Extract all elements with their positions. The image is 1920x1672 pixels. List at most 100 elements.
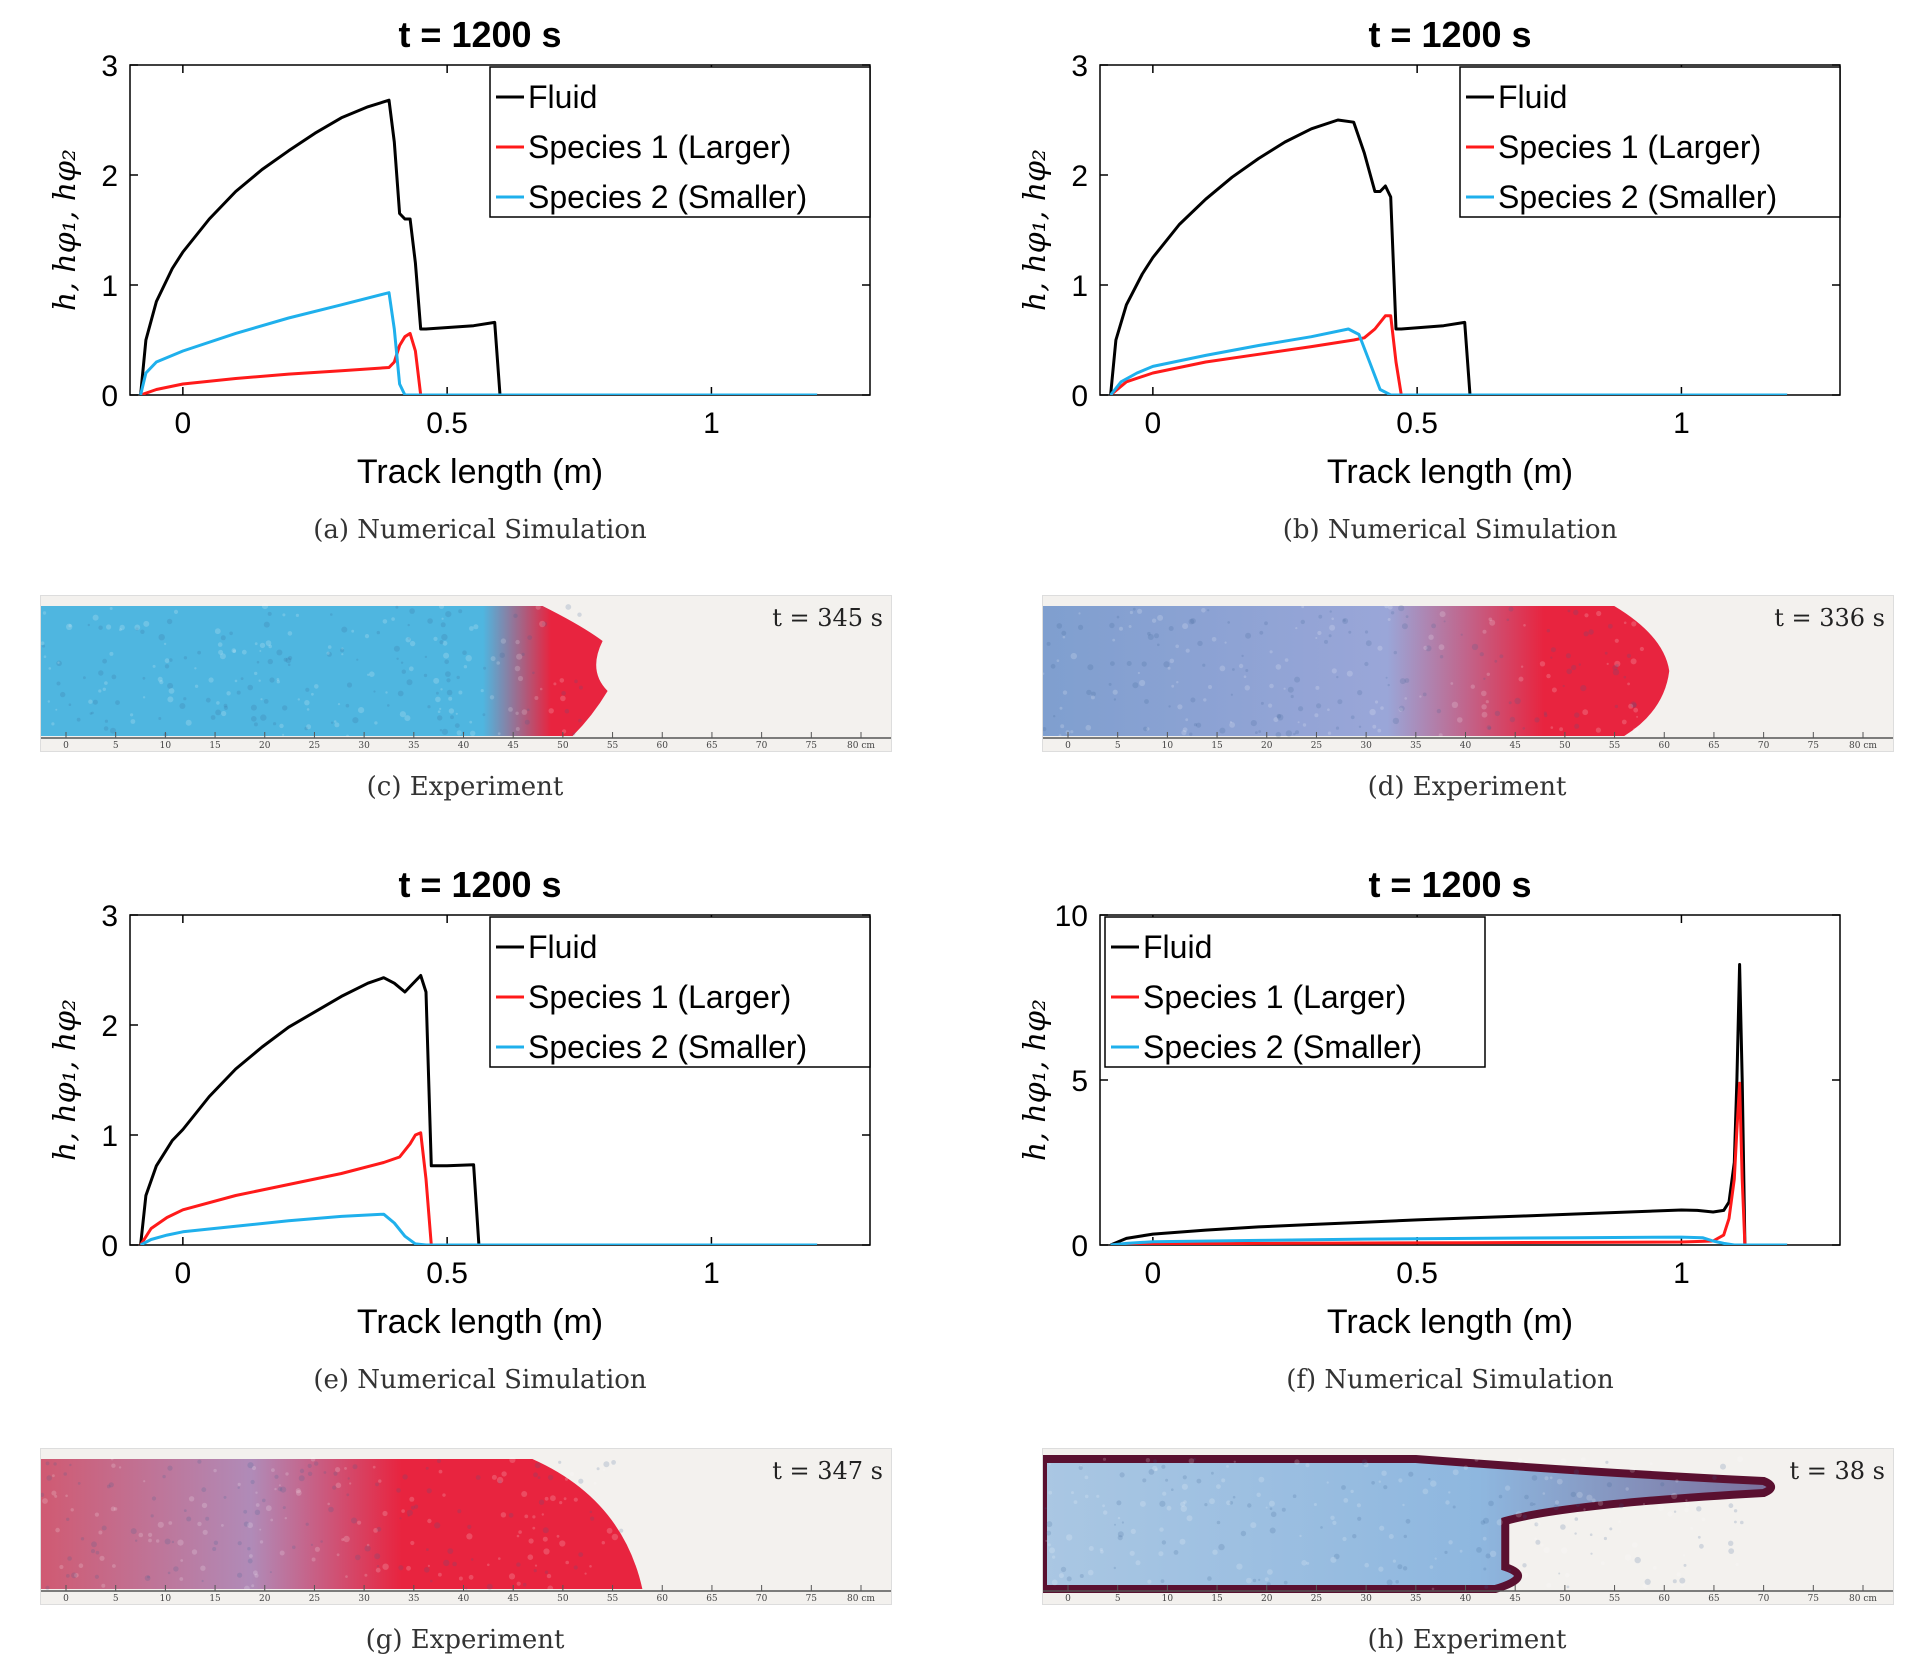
grain-current (1043, 606, 1670, 736)
grain-speckle (1733, 1509, 1738, 1513)
grain-speckle (1549, 1476, 1553, 1480)
grain-speckle (1058, 734, 1062, 738)
y-tick-label: 3 (1071, 50, 1088, 83)
grain-speckle (311, 692, 314, 696)
grain-speckle (456, 675, 460, 680)
legend-label: Fluid (1143, 929, 1212, 965)
grain-speckle (1609, 1527, 1613, 1531)
grain-speckle (1657, 1504, 1664, 1511)
grain-speckle (1327, 708, 1330, 711)
grain-speckle (103, 726, 109, 731)
grain-speckle (102, 658, 107, 664)
grain-speckle (448, 696, 453, 701)
grain-speckle (425, 1466, 429, 1470)
grain-speckle (54, 1494, 58, 1498)
ruler-label: 35 (1410, 741, 1422, 751)
grain-speckle (1605, 1460, 1609, 1464)
ruler-label: 75 (806, 741, 818, 751)
grain-speckle (1403, 1534, 1407, 1539)
grain-speckle (1268, 703, 1273, 708)
ruler-label: 30 (1360, 741, 1372, 751)
grain-speckle (158, 634, 165, 641)
grain-speckle (1423, 645, 1428, 650)
grain-speckle (1372, 724, 1377, 729)
grain-speckle (205, 697, 211, 703)
grain-speckle (1114, 1523, 1116, 1526)
grain-speckle (259, 642, 266, 649)
grain-speckle (376, 1565, 380, 1568)
grain-speckle (1522, 1563, 1527, 1568)
grain-speckle (1088, 1546, 1094, 1551)
ruler-label: 55 (1609, 1594, 1621, 1604)
grain-speckle (436, 691, 439, 695)
caption-c: (c) Experiment (366, 772, 564, 802)
grain-speckle (1268, 1500, 1275, 1507)
grain-speckle (553, 682, 557, 686)
grain-speckle (559, 1501, 563, 1505)
grain-speckle (134, 624, 141, 631)
grain-speckle (395, 605, 399, 609)
grain-speckle (535, 604, 541, 610)
grain-speckle (1485, 700, 1489, 704)
grain-speckle (251, 716, 257, 722)
grain-speckle (167, 682, 174, 689)
grain-speckle (1636, 715, 1639, 718)
grain-speckle (1489, 619, 1496, 626)
grain-speckle (344, 1467, 347, 1470)
grain-speckle (1560, 1458, 1567, 1465)
grain-speckle (444, 659, 450, 665)
grain-speckle (52, 1474, 55, 1478)
grain-speckle (1343, 1498, 1349, 1503)
grain-speckle (119, 628, 122, 632)
grain-speckle (333, 720, 337, 723)
grain-speckle (1128, 625, 1132, 628)
grain-speckle (1266, 1582, 1271, 1587)
grain-speckle (1576, 1491, 1583, 1498)
grain-speckle (1404, 678, 1410, 683)
ruler-label: 5 (113, 741, 119, 751)
grain-speckle (102, 687, 106, 691)
grain-speckle (1488, 1500, 1494, 1507)
grain-speckle (314, 1546, 320, 1552)
grain-speckle (1046, 641, 1051, 646)
ruler-label: 40 (458, 1594, 470, 1604)
grain-speckle (1202, 663, 1206, 667)
grain-speckle (1450, 682, 1454, 685)
grain-speckle (537, 1476, 541, 1479)
grain-speckle (351, 1517, 357, 1524)
grain-speckle (572, 732, 576, 736)
grain-speckle (1489, 1550, 1497, 1557)
grain-speckle (1051, 1579, 1058, 1586)
grain-speckle (1175, 644, 1179, 649)
grain-speckle (1112, 689, 1118, 695)
grain-speckle (1232, 668, 1235, 671)
grain-speckle (1275, 664, 1282, 670)
grain-speckle (560, 695, 566, 702)
grain-speckle (101, 1583, 106, 1588)
grain-speckle (1255, 731, 1258, 734)
grain-speckle (509, 1456, 516, 1463)
ruler-label: 80 cm (847, 1594, 875, 1604)
grain-speckle (1386, 1579, 1393, 1586)
y-tick-label: 2 (101, 1010, 118, 1043)
grain-speckle (295, 1488, 301, 1494)
grain-speckle (1273, 717, 1279, 723)
grain-speckle (1157, 643, 1160, 647)
ruler-label: 55 (607, 741, 619, 751)
grain-speckle (352, 717, 359, 724)
grain-speckle (584, 1572, 587, 1575)
grain-speckle (1227, 621, 1230, 624)
chart-panel-e: t = 1200 s 0 0.5 1 0 1 2 3 Track length (m) h, hφ… (30, 855, 890, 1350)
grain-speckle (202, 1529, 208, 1535)
grain-speckle (186, 1516, 192, 1522)
grain-speckle (1387, 618, 1391, 621)
grain-speckle (1728, 1548, 1735, 1554)
grain-speckle (197, 650, 202, 655)
grain-speckle (393, 645, 400, 652)
grain-speckle (1062, 635, 1066, 639)
grain-speckle (1099, 1548, 1103, 1552)
grain-speckle (236, 690, 241, 695)
ruler-label: 5 (113, 1594, 119, 1604)
grain-speckle (1258, 730, 1262, 733)
grain-speckle (1167, 666, 1171, 670)
